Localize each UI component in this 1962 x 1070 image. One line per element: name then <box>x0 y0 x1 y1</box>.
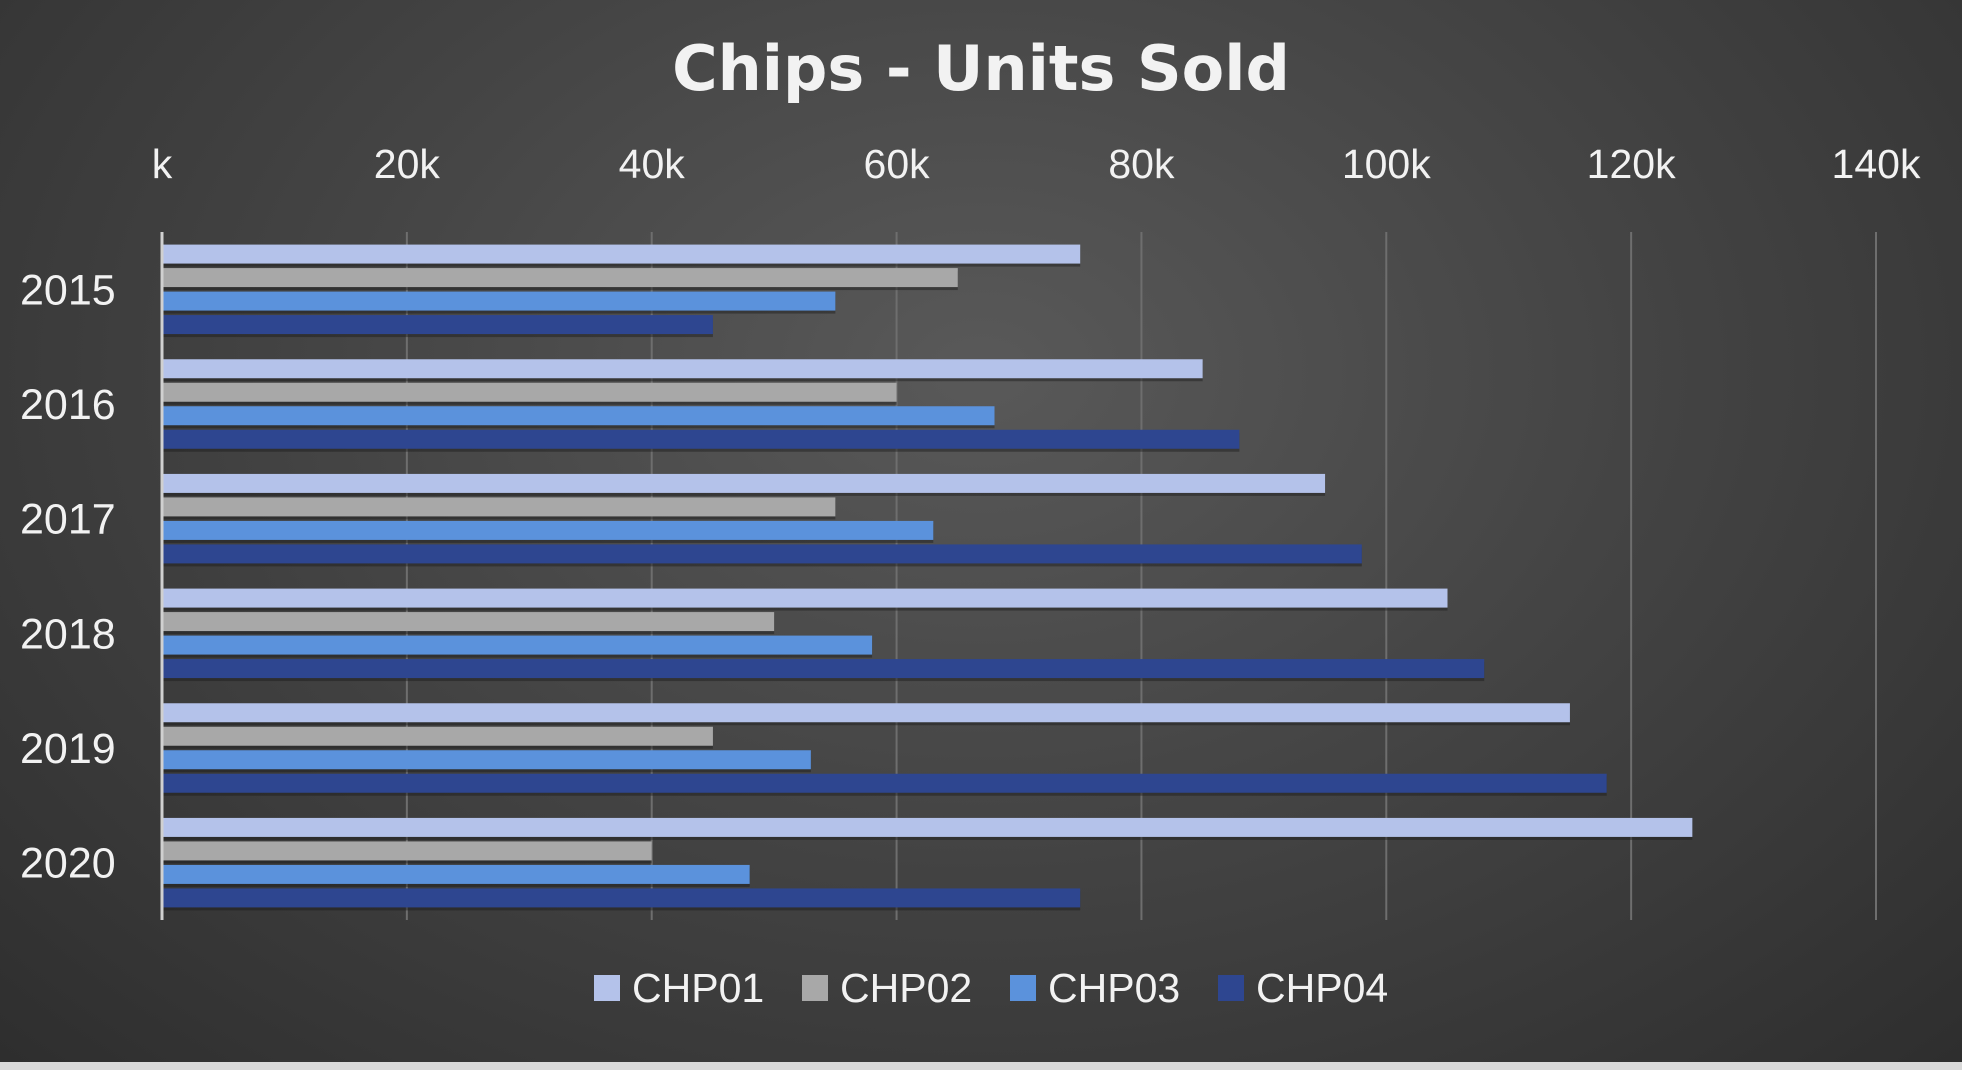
bar-chp01-2016 <box>162 359 1203 379</box>
legend-swatch-chp01 <box>594 975 620 1001</box>
bar-chp03-2016 <box>162 406 995 426</box>
bar-chp02-2015 <box>162 268 958 288</box>
legend-label: CHP02 <box>840 965 972 1011</box>
legend-swatch-chp02 <box>802 975 828 1001</box>
bars <box>162 244 1693 911</box>
bar-chp04-2019 <box>162 773 1607 793</box>
bar-chp03-2020 <box>162 864 750 884</box>
gridlines <box>405 232 1877 920</box>
bar-chp03-2019 <box>162 750 811 770</box>
category-label: 2016 <box>20 381 116 429</box>
category-label: 2020 <box>20 840 116 888</box>
legend-swatch-chp04 <box>1218 975 1244 1001</box>
x-tick-label: 80k <box>1108 141 1175 187</box>
bar-chp01-2018 <box>162 588 1448 608</box>
bar-chp02-2016 <box>162 382 897 402</box>
legend-label: CHP03 <box>1048 965 1180 1011</box>
legend-label: CHP04 <box>1256 965 1388 1011</box>
x-tick-label: 40k <box>619 141 686 187</box>
bar-chp01-2020 <box>162 817 1693 837</box>
bar-chp04-2016 <box>162 429 1240 449</box>
bar-chp02-2017 <box>162 497 836 517</box>
bar-chp01-2019 <box>162 703 1570 723</box>
bar-chp03-2017 <box>162 520 934 540</box>
x-tick-label: 20k <box>374 141 441 187</box>
bar-chp03-2015 <box>162 291 836 311</box>
category-label: 2015 <box>20 266 116 314</box>
bar-chp04-2020 <box>162 888 1081 908</box>
x-tick-label: 120k <box>1587 141 1676 187</box>
y-axis-category-labels: 2015 2016 2017 2018 2019 2020 <box>20 266 116 887</box>
category-label: 2017 <box>20 496 116 544</box>
legend-swatch-chp03 <box>1010 975 1036 1001</box>
bar-chp02-2019 <box>162 726 713 746</box>
bar-chp04-2018 <box>162 659 1485 679</box>
bar-chp01-2015 <box>162 244 1081 264</box>
x-tick-label: k <box>152 141 173 187</box>
bar-chp03-2018 <box>162 635 873 655</box>
bar-chp02-2018 <box>162 612 775 632</box>
x-tick-label: 100k <box>1342 141 1431 187</box>
x-axis-tick-labels: k 20k 40k 60k 80k 100k 120k 140k <box>152 141 1921 187</box>
bar-chp04-2017 <box>162 544 1362 564</box>
x-tick-label: 60k <box>864 141 931 187</box>
category-label: 2018 <box>20 610 116 658</box>
bar-chp02-2020 <box>162 841 652 861</box>
legend-label: CHP01 <box>632 965 764 1011</box>
x-tick-label: 140k <box>1832 141 1921 187</box>
bar-chp04-2015 <box>162 315 713 335</box>
bar-chp01-2017 <box>162 473 1326 493</box>
chart-title: Chips - Units Sold <box>672 32 1290 105</box>
legend: CHP01 CHP02 CHP03 CHP04 <box>594 965 1388 1011</box>
category-label: 2019 <box>20 725 116 773</box>
